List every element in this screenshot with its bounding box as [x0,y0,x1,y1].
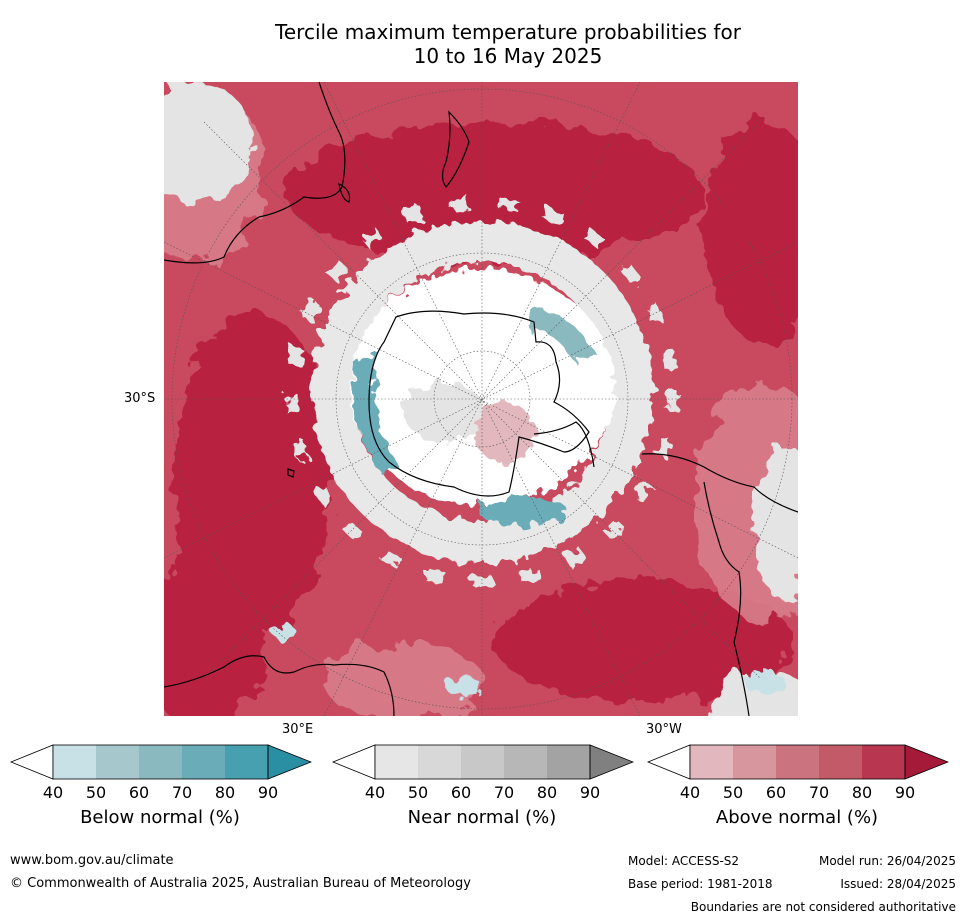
colorbar-above-normal [646,744,950,780]
colorbar-segment [504,745,547,779]
legend-tick: 40 [42,783,64,802]
australia-coast [164,82,346,264]
model-run-date: Model run: 26/04/2025 [818,854,956,868]
colorbar-segment [733,745,776,779]
colorbar-arrow-high [904,744,950,780]
colorbar-arrow-low [331,744,376,780]
colorbar-segment [418,745,461,779]
colorbar-segment [96,745,139,779]
colorbar-border [52,744,269,780]
legend-tick: 90 [257,783,279,802]
colorbar-segment [182,745,225,779]
colorbar-segment [53,745,96,779]
colorbar-segment [375,745,418,779]
colorbar-segment [139,745,182,779]
legend-below-normal: 40 50 60 70 80 90 Below normal (%) [8,743,313,828]
colorbar-arrow-high [589,744,635,780]
tasmania [338,182,351,203]
longitude-label-east: 30°E [282,722,314,737]
colorbar-border [689,744,906,780]
legend-tick: 90 [894,783,916,802]
copyright-text: © Commonwealth of Australia 2025, Austra… [10,876,471,891]
issued-date: Issued: 28/04/2025 [840,877,956,891]
kerguelen [287,468,295,478]
colorbar-near-normal [331,744,635,780]
legend-ticks: 40 50 60 70 80 90 [330,783,650,803]
antarctic-peninsula [533,421,595,468]
new-zealand [441,110,470,188]
title-line-2: 10 to 16 May 2025 [413,44,603,68]
polar-map [164,82,798,716]
colorbar-arrow-low [9,744,54,780]
legend-tick: 70 [808,783,830,802]
legend-tick: 80 [851,783,873,802]
colorbar-border [374,744,591,780]
colorbar-segment [690,745,733,779]
colorbar-segment [225,745,268,779]
africa [164,655,395,716]
colorbar-segment [461,745,504,779]
legend-caption: Below normal (%) [80,807,240,828]
colorbar-arrow-low [646,744,691,780]
map-svg [164,82,798,716]
legend-tick: 70 [171,783,193,802]
legend-ticks: 40 50 60 70 80 90 [8,783,328,803]
colorbar-segment [819,745,862,779]
legend-ticks: 40 50 60 70 80 90 [645,783,965,803]
legend-tick: 80 [214,783,236,802]
legend-caption: Above normal (%) [715,807,879,828]
colorbar-segment [862,745,905,779]
legend-tick: 70 [493,783,515,802]
model-name: Model: ACCESS-S2 [628,854,740,868]
colorbar-segment [776,745,819,779]
latitude-label: 30°S [124,391,156,406]
chart-title: Tercile maximum temperature probabilitie… [0,20,965,68]
legend-tick: 40 [679,783,701,802]
colorbar-below-normal [9,744,313,780]
legend-tick: 50 [85,783,107,802]
legend-caption: Near normal (%) [407,807,557,828]
legend-tick: 40 [364,783,386,802]
longitude-label-west: 30°W [646,722,682,737]
website-link[interactable]: www.bom.gov.au/climate [10,853,174,868]
near-normal-areas [164,82,798,716]
legend-tick: 60 [128,783,150,802]
base-period: Base period: 1981-2018 [628,877,773,891]
colorbar-arrow-high [267,744,313,780]
legend-tick: 90 [579,783,601,802]
legend-above-normal: 40 50 60 70 80 90 Above normal (%) [645,743,950,828]
antarctica-coast [368,310,590,497]
below-normal-spots [274,622,784,697]
coastlines [164,82,798,716]
colorbar-segment [547,745,590,779]
legend-tick: 50 [722,783,744,802]
legend-near-normal: 40 50 60 70 80 90 Near normal (%) [330,743,635,828]
legend-tick: 80 [536,783,558,802]
legend-tick: 50 [407,783,429,802]
legend-tick: 60 [765,783,787,802]
above-normal-dark-patches [164,122,798,716]
legend-tick: 60 [450,783,472,802]
graticule [164,82,798,716]
title-line-1: Tercile maximum temperature probabilitie… [275,20,741,44]
boundaries-disclaimer: Boundaries are not considered authoritat… [690,900,956,914]
south-america [641,453,798,716]
